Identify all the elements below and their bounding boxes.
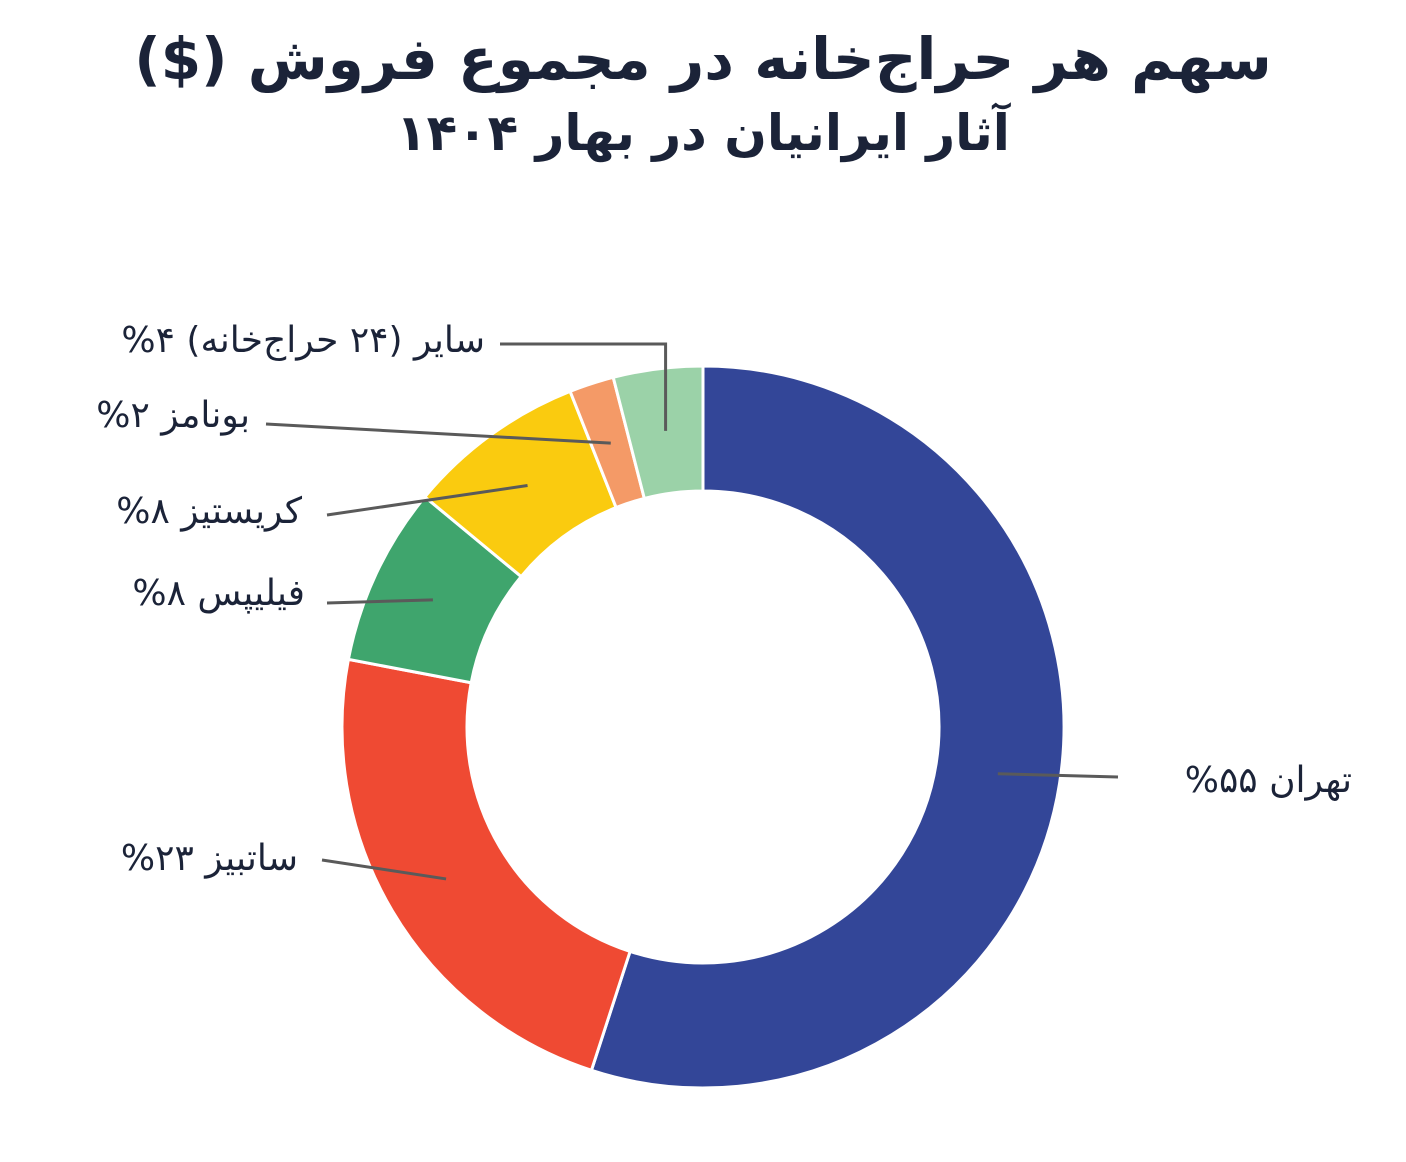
slice-labels: تهران ۵۵% ساتبیز ۲۳% فیلیپس ۸% کریستیز ۸% بو… <box>96 320 1352 879</box>
leader-line-5 <box>265 422 611 445</box>
slice-label-1: تهران ۵۵% <box>1185 760 1352 801</box>
chart-title: سهم هر حراج‌خانه در مجموع فروش ($) <box>134 25 1272 93</box>
leader-lines <box>265 342 1119 881</box>
slice-label-3: فیلیپس ۸% <box>132 573 305 614</box>
leader-line-4 <box>326 484 528 517</box>
leader-line-1 <box>997 772 1119 779</box>
leader-line-6 <box>500 342 668 431</box>
leader-line-2 <box>321 858 447 881</box>
slice-6 <box>611 364 705 501</box>
slice-label-4: کریستیز ۸% <box>116 491 303 532</box>
slice-label-5: بونامز ۲% <box>96 395 250 436</box>
leader-line-3 <box>326 598 433 605</box>
chart-header: سهم هر حراج‌خانه در مجموع فروش ($) آثار … <box>0 22 1406 166</box>
chart-subtitle: آثار ایرانیان در بهار ۱۴۰۴ <box>396 104 1010 163</box>
slice-2 <box>340 657 632 1073</box>
slice-label-2: ساتبیز ۲۳% <box>121 838 298 879</box>
donut-slices <box>340 364 1066 1090</box>
slice-label-6: سایر (۲۴ حراج‌خانه) ۴% <box>121 320 485 361</box>
slice-1 <box>589 364 1066 1090</box>
